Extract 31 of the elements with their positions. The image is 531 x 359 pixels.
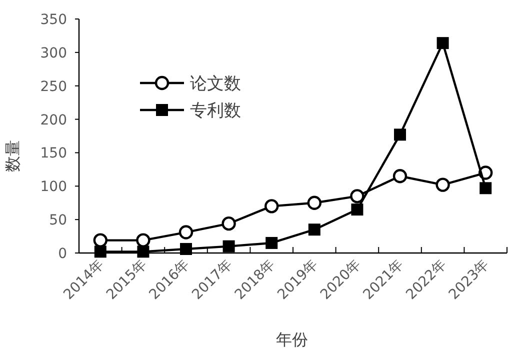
- y-tick-label: 150: [40, 146, 67, 162]
- y-tick-label: 300: [40, 45, 67, 62]
- point: [350, 189, 364, 204]
- y-axis-title: 数量: [3, 140, 22, 172]
- point: [136, 233, 150, 248]
- point: [394, 128, 406, 141]
- point: [222, 240, 235, 252]
- point: [351, 204, 364, 216]
- point: [264, 199, 279, 214]
- point: [392, 169, 408, 184]
- point: [307, 196, 322, 210]
- point: [93, 233, 108, 248]
- y-tick-label: 50: [49, 212, 67, 229]
- y-tick-label: 250: [40, 78, 67, 95]
- point: [436, 37, 449, 50]
- point: [308, 224, 320, 236]
- point: [222, 216, 236, 231]
- point: [180, 242, 192, 255]
- legend-label: 论文数: [190, 74, 241, 94]
- y-tick-label: 350: [40, 12, 67, 28]
- y-tick-label: 200: [40, 112, 67, 128]
- point: [94, 246, 106, 258]
- point: [266, 236, 278, 249]
- y-tick-label: 0: [58, 246, 67, 262]
- legend-label: 专利数: [190, 101, 241, 121]
- point: [178, 225, 194, 240]
- y-tick-label: 100: [40, 179, 67, 196]
- point: [436, 178, 450, 192]
- point: [137, 246, 150, 258]
- point: [480, 182, 492, 194]
- x-axis-title: 年份: [276, 330, 308, 349]
